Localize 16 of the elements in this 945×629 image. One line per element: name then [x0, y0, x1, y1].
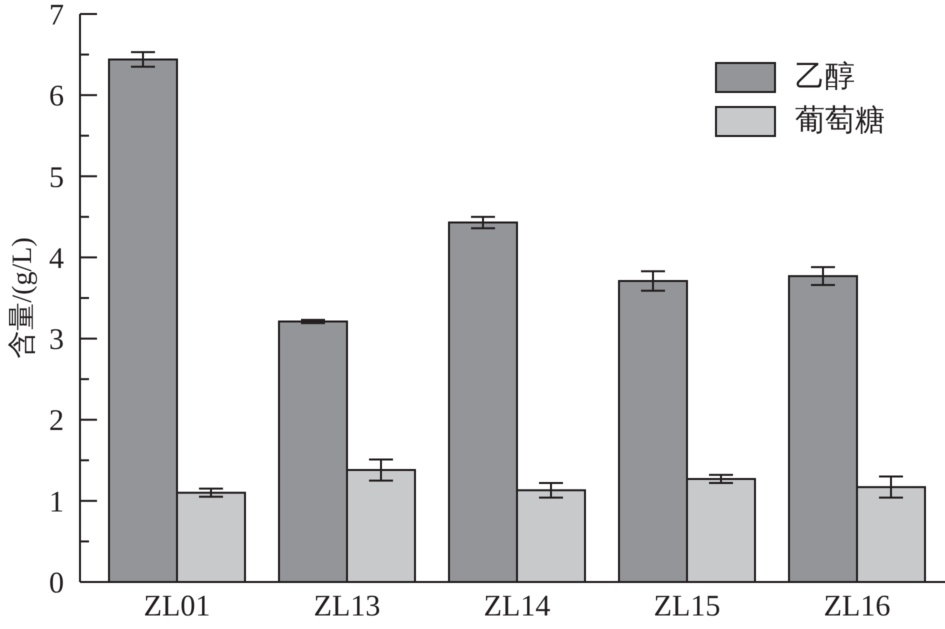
- x-tick-label: ZL14: [484, 590, 550, 622]
- y-tick-label: 2: [49, 404, 64, 438]
- y-tick-label: 3: [49, 323, 64, 356]
- y-tick-label: 6: [49, 80, 64, 113]
- y-tick-label: 7: [49, 0, 64, 32]
- x-tick-label: ZL13: [314, 590, 380, 622]
- y-tick-label: 4: [49, 242, 64, 275]
- x-tick-label: ZL15: [654, 590, 720, 622]
- x-tick-label: ZL01: [144, 590, 210, 622]
- y-axis-title: 含量/(g/L): [6, 237, 38, 359]
- y-tick-label: 1: [49, 485, 64, 518]
- y-tick-label: 0: [49, 566, 64, 600]
- legend-label: 乙醇: [795, 60, 855, 94]
- legend-label: 葡萄糖: [795, 104, 885, 138]
- x-tick-label: ZL16: [824, 590, 890, 622]
- y-tick-label: 5: [49, 160, 64, 194]
